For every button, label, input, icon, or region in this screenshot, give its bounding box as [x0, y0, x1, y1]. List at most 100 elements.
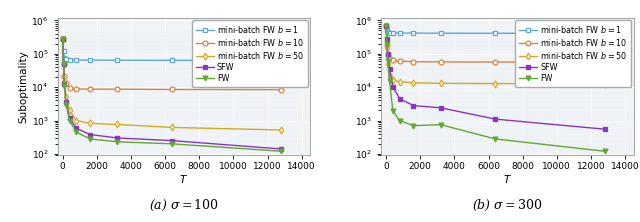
SFW [62, 101, 70, 104]
mini-batch FW $b = 50$ [382, 24, 390, 27]
mini-batch FW $b = 50$ [113, 123, 121, 126]
SFW [437, 107, 445, 109]
Line: mini-batch FW $b = 1$: mini-batch FW $b = 1$ [383, 23, 607, 36]
Line: SFW: SFW [383, 23, 607, 132]
mini-batch FW $b = 1$ [396, 32, 404, 34]
FW [72, 131, 80, 133]
Line: mini-batch FW $b = 10$: mini-batch FW $b = 10$ [60, 36, 284, 92]
FW [277, 150, 285, 153]
mini-batch FW $b = 10$ [66, 87, 74, 89]
SFW [410, 104, 417, 107]
mini-batch FW $b = 50$ [601, 83, 609, 85]
Title: (a) $\sigma = 100$: (a) $\sigma = 100$ [149, 198, 219, 213]
mini-batch FW $b = 10$ [383, 44, 391, 47]
mini-batch FW $b = 1$ [382, 24, 390, 27]
mini-batch FW $b = 10$ [386, 57, 394, 60]
mini-batch FW $b = 50$ [389, 79, 397, 82]
mini-batch FW $b = 50$ [61, 80, 68, 83]
mini-batch FW $b = 10$ [384, 54, 392, 57]
mini-batch FW $b = 1$ [72, 59, 80, 61]
FW [62, 103, 70, 106]
mini-batch FW $b = 50$ [86, 122, 94, 125]
Line: mini-batch FW $b = 1$: mini-batch FW $b = 1$ [60, 36, 284, 63]
FW [61, 84, 68, 87]
X-axis label: $T$: $T$ [179, 173, 188, 185]
mini-batch FW $b = 1$ [66, 58, 74, 61]
SFW [59, 38, 67, 40]
SFW [386, 68, 394, 70]
mini-batch FW $b = 10$ [113, 88, 121, 91]
FW [389, 110, 397, 113]
mini-batch FW $b = 50$ [396, 80, 404, 83]
mini-batch FW $b = 50$ [492, 82, 499, 85]
mini-batch FW $b = 10$ [382, 24, 390, 27]
Y-axis label: Suboptimality: Suboptimality [19, 50, 29, 123]
mini-batch FW $b = 10$ [437, 61, 445, 63]
mini-batch FW $b = 10$ [62, 82, 70, 85]
Line: mini-batch FW $b = 50$: mini-batch FW $b = 50$ [60, 36, 284, 132]
mini-batch FW $b = 10$ [492, 61, 499, 63]
SFW [61, 83, 68, 86]
mini-batch FW $b = 1$ [61, 57, 68, 59]
SFW [168, 139, 176, 142]
Legend: mini-batch FW $b = 1$, mini-batch FW $b = 10$, mini-batch FW $b = 50$, SFW, FW: mini-batch FW $b = 1$, mini-batch FW $b … [192, 20, 308, 87]
Line: SFW: SFW [60, 36, 284, 151]
mini-batch FW $b = 10$ [168, 88, 176, 91]
mini-batch FW $b = 10$ [601, 61, 609, 63]
SFW [382, 24, 390, 27]
Line: FW: FW [60, 36, 284, 154]
FW [384, 60, 392, 63]
SFW [113, 137, 121, 139]
FW [492, 138, 499, 140]
mini-batch FW $b = 1$ [383, 29, 391, 31]
FW [168, 143, 176, 145]
mini-batch FW $b = 10$ [60, 62, 67, 65]
SFW [86, 133, 94, 136]
FW [113, 141, 121, 143]
mini-batch FW $b = 10$ [396, 60, 404, 63]
SFW [601, 128, 609, 131]
mini-batch FW $b = 50$ [437, 82, 445, 85]
mini-batch FW $b = 50$ [386, 74, 394, 77]
mini-batch FW $b = 10$ [72, 88, 80, 90]
mini-batch FW $b = 50$ [66, 109, 74, 112]
mini-batch FW $b = 10$ [410, 60, 417, 63]
mini-batch FW $b = 1$ [389, 32, 397, 34]
Line: mini-batch FW $b = 50$: mini-batch FW $b = 50$ [383, 23, 607, 86]
FW [59, 38, 67, 40]
mini-batch FW $b = 1$ [601, 32, 609, 35]
mini-batch FW $b = 50$ [59, 38, 67, 40]
Title: (b) $\sigma = 300$: (b) $\sigma = 300$ [472, 198, 543, 213]
SFW [277, 148, 285, 150]
SFW [72, 127, 80, 130]
Line: FW: FW [383, 23, 607, 154]
mini-batch FW $b = 50$ [62, 96, 70, 99]
mini-batch FW $b = 1$ [410, 32, 417, 34]
mini-batch FW $b = 1$ [437, 32, 445, 35]
mini-batch FW $b = 50$ [410, 81, 417, 84]
mini-batch FW $b = 50$ [277, 129, 285, 131]
mini-batch FW $b = 1$ [113, 59, 121, 61]
SFW [389, 86, 397, 89]
mini-batch FW $b = 50$ [384, 62, 392, 65]
mini-batch FW $b = 10$ [389, 59, 397, 62]
FW [383, 42, 391, 45]
FW [410, 124, 417, 127]
SFW [60, 62, 67, 65]
mini-batch FW $b = 1$ [168, 59, 176, 62]
SFW [66, 117, 74, 119]
mini-batch FW $b = 1$ [86, 59, 94, 61]
mini-batch FW $b = 50$ [168, 126, 176, 129]
mini-batch FW $b = 50$ [383, 47, 391, 49]
mini-batch FW $b = 1$ [60, 50, 67, 52]
mini-batch FW $b = 50$ [72, 119, 80, 122]
mini-batch FW $b = 10$ [277, 88, 285, 91]
SFW [396, 97, 404, 100]
Line: mini-batch FW $b = 10$: mini-batch FW $b = 10$ [383, 23, 607, 65]
SFW [384, 52, 392, 55]
mini-batch FW $b = 1$ [59, 38, 67, 40]
FW [396, 119, 404, 122]
FW [437, 123, 445, 126]
FW [601, 150, 609, 153]
FW [66, 119, 74, 122]
